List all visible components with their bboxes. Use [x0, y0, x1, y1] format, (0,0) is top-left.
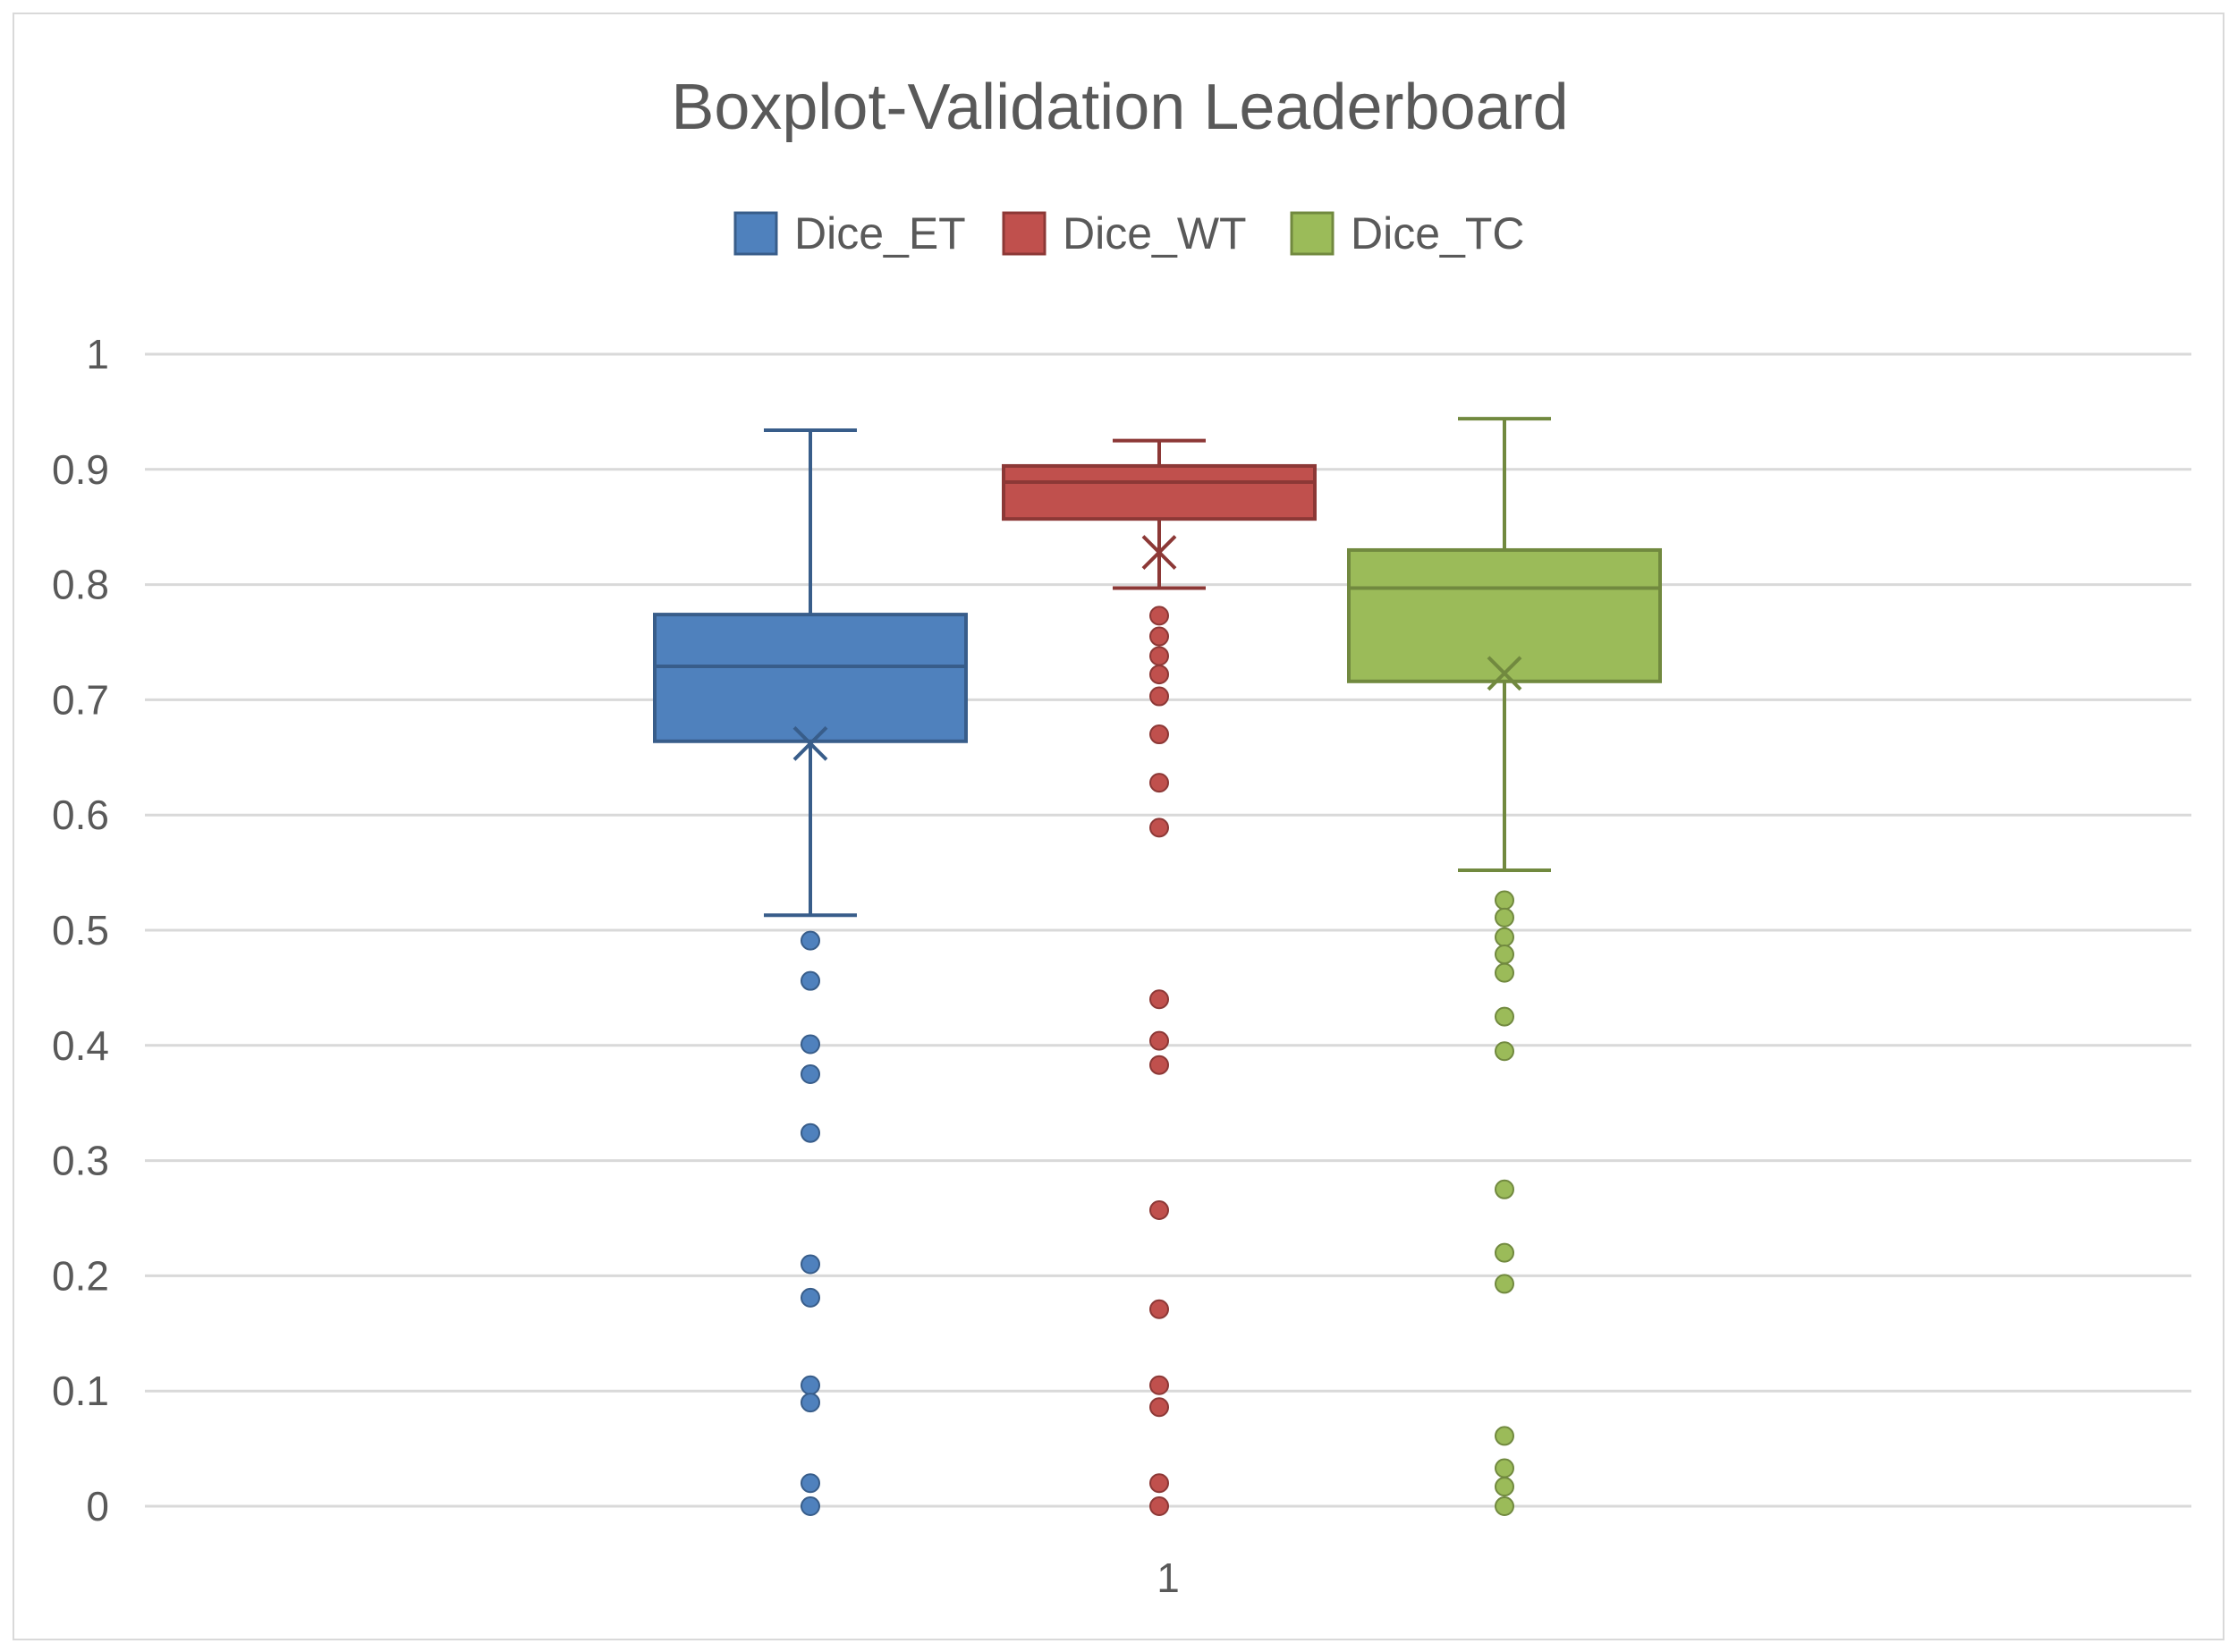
outlier-point	[1495, 1041, 1514, 1062]
legend-item: Dice_WT	[1002, 208, 1247, 258]
outlier-point	[1495, 962, 1514, 983]
y-tick-label: 1	[86, 331, 109, 377]
outlier-point	[1495, 1477, 1514, 1497]
y-tick-label: 0.3	[52, 1138, 109, 1184]
outlier-point	[1495, 907, 1514, 928]
outlier-point	[801, 1123, 820, 1143]
legend-label: Dice_ET	[794, 208, 966, 258]
outlier-point	[1149, 773, 1169, 793]
legend-swatch	[1290, 211, 1335, 256]
outlier-point	[1495, 1426, 1514, 1446]
outlier-point	[1149, 1473, 1169, 1494]
outlier-point	[1495, 1242, 1514, 1263]
outlier-point	[1149, 665, 1169, 685]
outlier-point	[1149, 1397, 1169, 1418]
mean-marker	[1141, 535, 1177, 570]
outlier-point	[801, 1375, 820, 1395]
outlier-point	[801, 1254, 820, 1275]
x-axis-ticks: 1	[1157, 1555, 1180, 1601]
y-tick-label: 0.1	[52, 1368, 109, 1414]
legend-swatch	[733, 211, 778, 256]
outlier-point	[801, 1496, 820, 1516]
outlier-point	[1495, 1496, 1514, 1516]
outlier-point	[1149, 989, 1169, 1010]
y-tick-label: 0.4	[52, 1022, 109, 1069]
y-tick-label: 0	[86, 1483, 109, 1529]
y-tick-label: 0.5	[52, 907, 109, 953]
box-series-dice-wt	[1002, 438, 1317, 1516]
legend: Dice_ET Dice_WT Dice_TC	[733, 208, 1524, 258]
outlier-point	[801, 1034, 820, 1055]
box-series-dice-et	[653, 428, 968, 1516]
outlier-point	[1149, 606, 1169, 626]
box-series-dice-tc	[1347, 417, 1662, 1516]
outlier-point	[1149, 1199, 1169, 1220]
outlier-point	[1495, 1458, 1514, 1478]
outlier-point	[1149, 1030, 1169, 1051]
outlier-point	[801, 1393, 820, 1413]
x-tick-label: 1	[1157, 1555, 1180, 1601]
iqr-box	[1347, 547, 1662, 683]
outlier-point	[1149, 1055, 1169, 1075]
legend-swatch	[1002, 211, 1046, 256]
gridlines	[145, 352, 2191, 1508]
outlier-point	[1495, 1179, 1514, 1199]
y-axis-ticks: 0 0.1 0.2 0.3 0.4 0.5 0.6 0.7 0.8 0.9 1	[52, 331, 109, 1529]
outlier-point	[1495, 1274, 1514, 1294]
chart-title: Boxplot-Validation Leaderboard	[671, 72, 1568, 143]
outlier-point	[1149, 1375, 1169, 1395]
outlier-point	[1149, 1496, 1169, 1516]
outlier-point	[1495, 890, 1514, 911]
outlier-point	[801, 1287, 820, 1308]
mean-marker	[792, 725, 828, 761]
y-tick-label: 0.2	[52, 1252, 109, 1299]
y-tick-label: 0.7	[52, 676, 109, 723]
legend-item: Dice_TC	[1290, 208, 1524, 258]
outlier-point	[1495, 927, 1514, 947]
outlier-point	[1149, 1299, 1169, 1319]
legend-label: Dice_WT	[1063, 208, 1247, 258]
y-tick-label: 0.8	[52, 562, 109, 608]
legend-label: Dice_TC	[1351, 208, 1524, 258]
chart-frame: Boxplot-Validation Leaderboard Dice_ET Di…	[13, 13, 2224, 1640]
outlier-point	[801, 970, 820, 991]
chart-svg: Boxplot-Validation Leaderboard Dice_ET Di…	[52, 72, 2191, 1601]
outlier-point	[1149, 646, 1169, 666]
legend-item: Dice_ET	[733, 208, 966, 258]
plot-marks	[653, 417, 1662, 1516]
outlier-point	[1495, 1006, 1514, 1027]
y-tick-label: 0.9	[52, 446, 109, 493]
mean-marker	[1487, 656, 1522, 691]
outlier-point	[1495, 945, 1514, 965]
y-tick-label: 0.6	[52, 792, 109, 838]
iqr-box	[653, 613, 968, 743]
iqr-box	[1002, 463, 1317, 521]
outlier-point	[1149, 818, 1169, 838]
outlier-point	[801, 1473, 820, 1494]
outlier-point	[1149, 686, 1169, 707]
outlier-point	[801, 930, 820, 951]
outlier-point	[1149, 626, 1169, 647]
outlier-point	[801, 1064, 820, 1084]
outlier-point	[1149, 724, 1169, 745]
